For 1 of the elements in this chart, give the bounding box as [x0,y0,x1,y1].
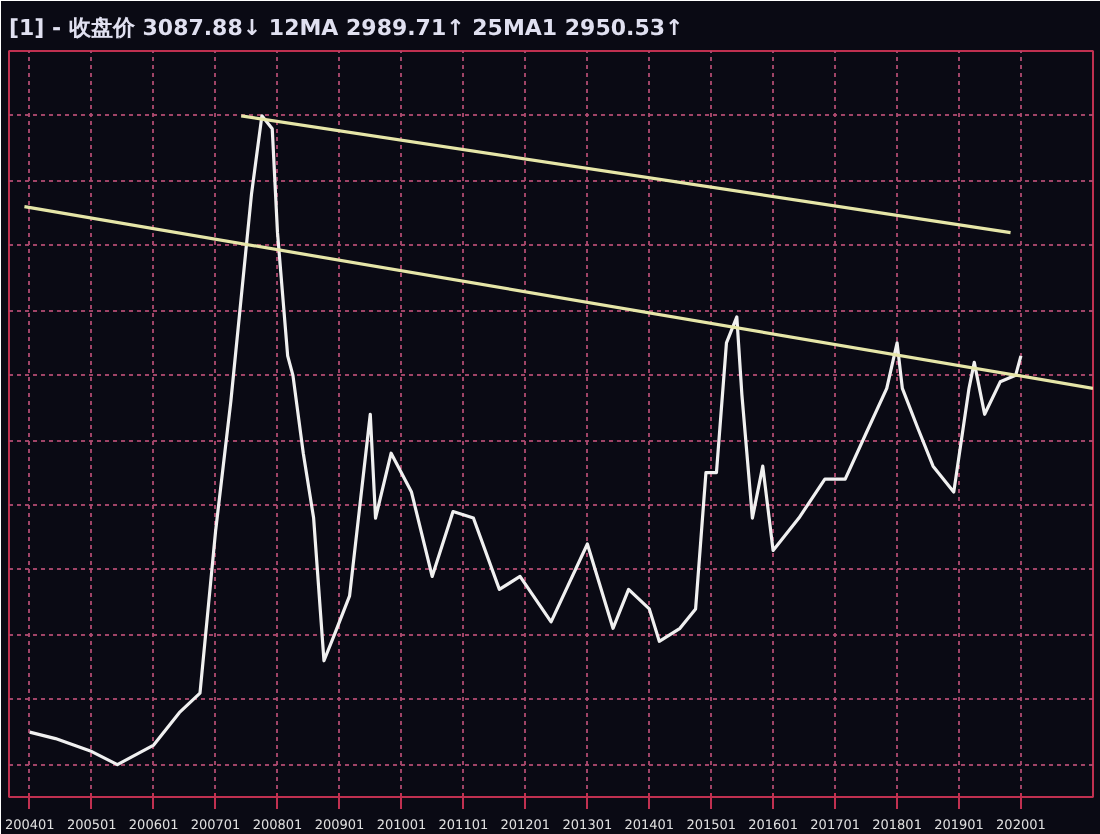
chart-title: [1] - 收盘价 3087.88↓ 12MA 2989.71↑ 25MA1 2950.53↑ [9,15,684,41]
